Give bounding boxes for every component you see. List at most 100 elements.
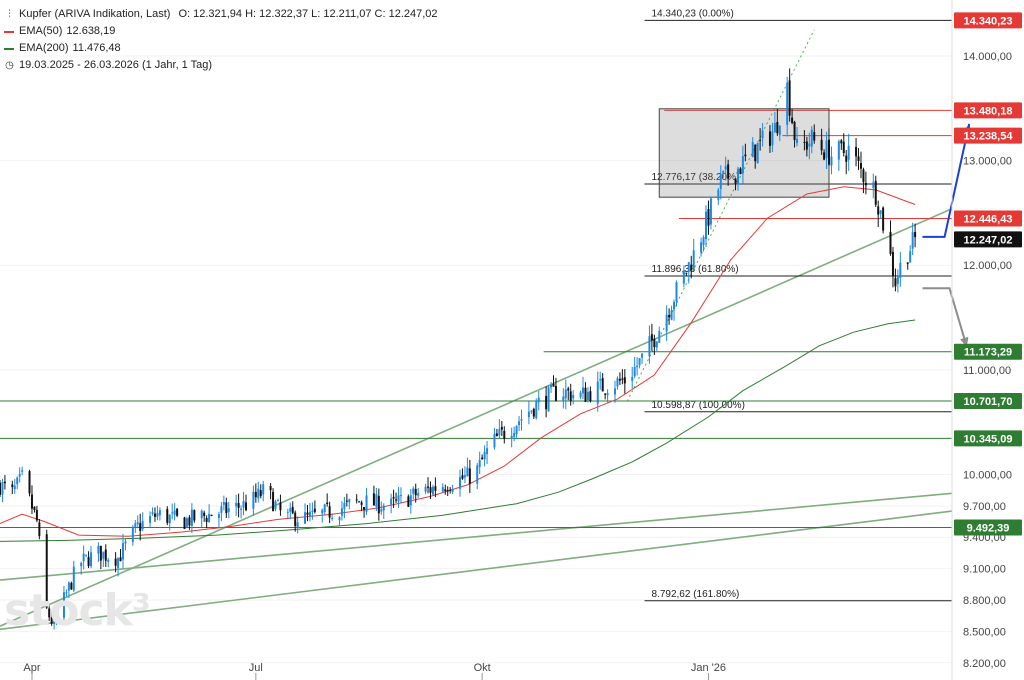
candle-body — [414, 488, 417, 496]
candle-body — [459, 477, 462, 489]
candle-body — [70, 582, 73, 590]
candle-body — [751, 142, 754, 157]
ema200-line — [0, 319, 916, 542]
candle — [141, 512, 144, 532]
candle-body — [567, 388, 570, 391]
ema50-swatch — [4, 30, 14, 33]
candle — [483, 445, 486, 467]
candle — [50, 611, 53, 626]
candle — [778, 125, 781, 142]
candle — [348, 498, 351, 510]
candle-body — [294, 512, 297, 527]
candle — [855, 138, 858, 167]
candle-body — [773, 123, 776, 133]
candle — [131, 525, 134, 546]
candle-body — [650, 334, 653, 341]
fib-label: 10.598,87 (100.00%) — [652, 400, 745, 411]
candle — [847, 133, 850, 171]
candle-body — [786, 82, 789, 125]
ema50-label: EMA(50) — [19, 25, 63, 37]
candle — [38, 519, 41, 540]
candle-body — [190, 509, 193, 526]
ema200-swatch — [4, 47, 14, 50]
candle — [823, 149, 826, 161]
candle — [648, 325, 651, 364]
legend-ema50-row: EMA(50) 12.638,19 — [4, 23, 438, 40]
candle-body — [776, 121, 779, 134]
candle-body — [847, 145, 850, 160]
candle-body — [444, 489, 447, 491]
candle-body — [478, 459, 481, 468]
candle-body — [606, 393, 609, 396]
candle — [830, 146, 833, 175]
candle-body — [495, 433, 498, 437]
legend-ema200-row: EMA(200) 11.476,48 — [4, 40, 438, 57]
x-tick-label: Okt — [474, 662, 491, 674]
candle — [240, 505, 243, 519]
candle — [518, 415, 521, 432]
candle — [773, 111, 776, 133]
candle — [33, 506, 36, 513]
candle-body — [124, 541, 127, 544]
candle-body — [395, 499, 398, 501]
candle — [500, 420, 503, 437]
candle-body — [569, 391, 572, 402]
candle — [631, 366, 634, 389]
candle — [601, 373, 604, 392]
candle-body — [736, 168, 739, 185]
level-lines: 14.340,23 (0.00%) 12.776,17 (38.20%) 11.89… — [0, 8, 952, 602]
candle-body — [355, 499, 358, 501]
chart-legend: ⫶ Kupfer (ARIVA Indikation, Last) O: 12.… — [4, 6, 438, 74]
candle-body — [38, 522, 41, 537]
candle-body — [185, 518, 188, 527]
candle — [252, 485, 255, 516]
candle-body — [500, 426, 503, 430]
price-badge-label: 10.345,09 — [964, 433, 1013, 445]
candle-body — [709, 198, 712, 225]
candle — [87, 551, 90, 569]
candle — [724, 156, 727, 181]
candle-body — [114, 558, 117, 566]
candle-body — [692, 250, 695, 270]
ema-lines — [0, 186, 916, 542]
candle-body — [431, 486, 434, 495]
candle — [104, 544, 107, 567]
candle — [554, 377, 557, 402]
candle — [618, 372, 621, 386]
y-tick-label: 8.200,00 — [963, 658, 1006, 670]
candle-body — [176, 508, 179, 516]
candle-body — [217, 514, 220, 519]
candle — [200, 509, 203, 528]
candle-body — [872, 182, 875, 188]
consolidation-rect — [658, 108, 830, 198]
candle — [153, 507, 156, 522]
candle — [340, 501, 343, 521]
candle-body — [527, 411, 530, 418]
candle-body — [30, 494, 33, 509]
price-badge-bg — [954, 231, 1022, 248]
candle — [363, 506, 366, 518]
candle — [584, 382, 587, 403]
candle — [444, 484, 447, 495]
price-badge-bg — [954, 127, 1022, 144]
candle — [242, 491, 245, 516]
price-badge-label: 9.492,39 — [967, 523, 1010, 535]
price-badge-bg — [954, 343, 1022, 360]
candle — [121, 533, 124, 569]
candle — [756, 142, 759, 164]
candle-body — [896, 276, 899, 284]
candle — [495, 428, 498, 437]
candle — [744, 143, 747, 162]
candle-body — [857, 156, 860, 161]
candle — [274, 499, 277, 512]
candle-body — [828, 139, 831, 165]
candle — [586, 387, 589, 403]
y-tick-label: 9.700,00 — [963, 501, 1006, 513]
candle-body — [35, 509, 38, 521]
candle-body — [820, 139, 823, 151]
candle-body — [658, 330, 661, 343]
candle — [768, 125, 771, 153]
candle — [72, 560, 75, 592]
candle-body — [894, 278, 897, 287]
